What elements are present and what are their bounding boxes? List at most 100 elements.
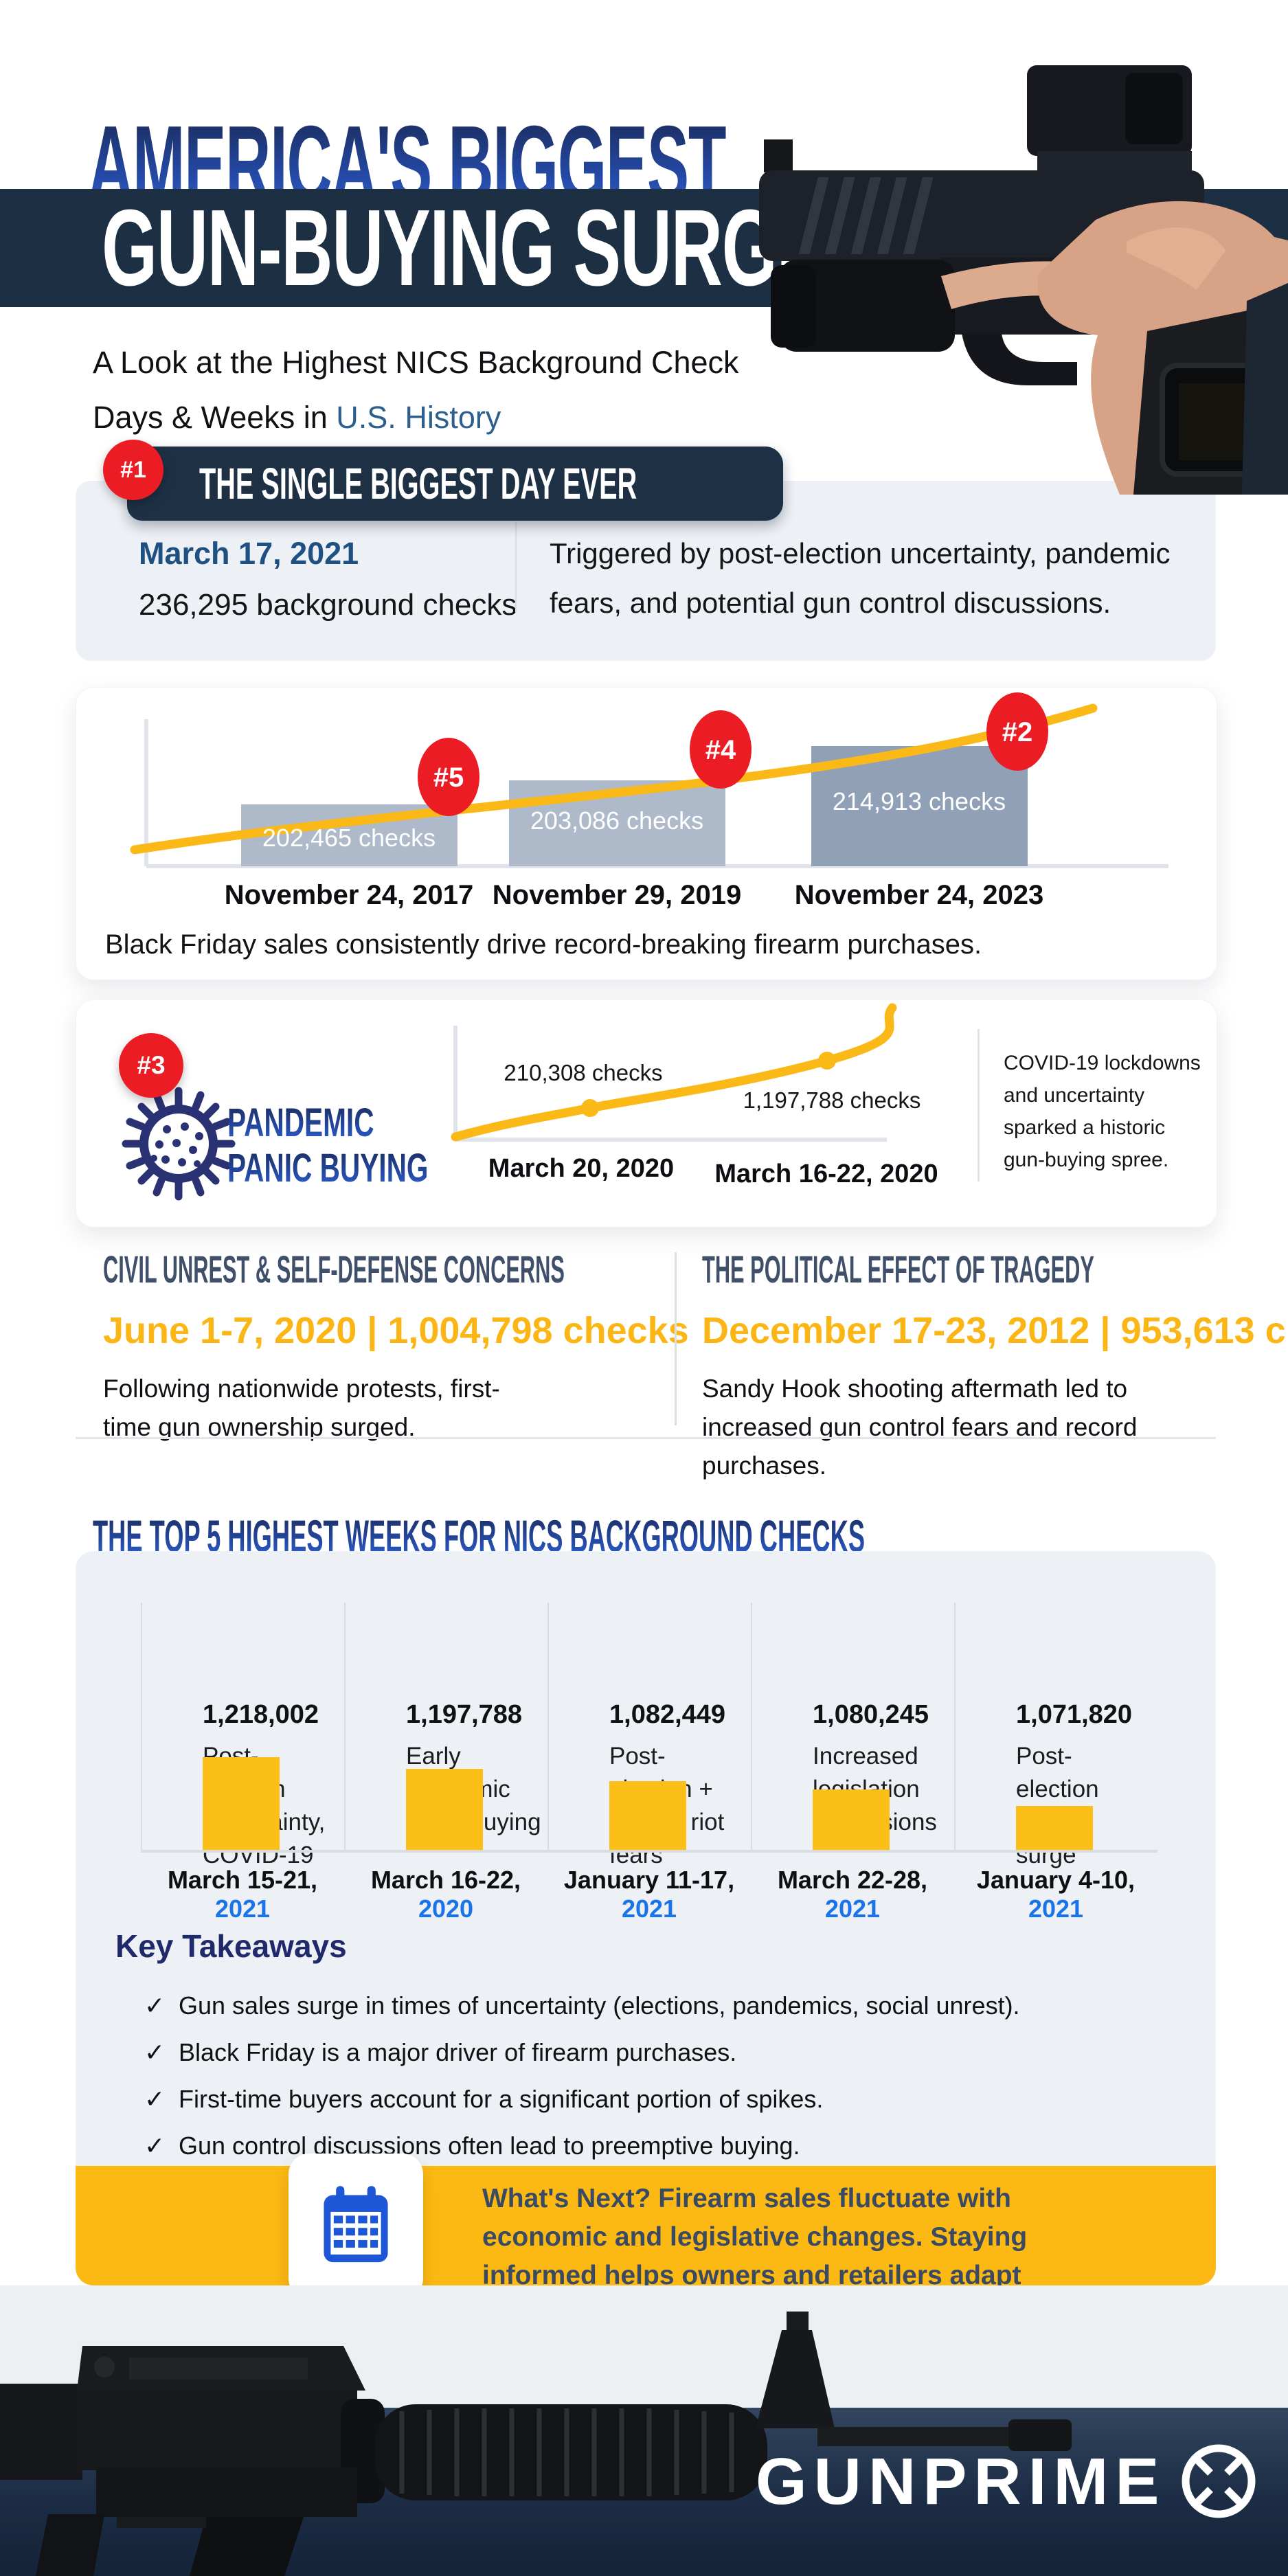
top5-bar-2 <box>406 1769 483 1850</box>
pandemic-point-2 <box>818 1052 836 1070</box>
takeaway-item: ✓ First-time buyers account for a signifi… <box>144 2084 1020 2114</box>
top5-bar-4 <box>813 1789 890 1850</box>
top5-column-3: 3 1,082,449 Post-election + Capitol riot… <box>547 1603 751 1868</box>
single-day-header-text: THE SINGLE BIGGEST DAY EVER <box>199 459 637 508</box>
top5-value-4: 1,080,245 <box>813 1700 929 1729</box>
rank-5-badge <box>418 738 479 816</box>
pandemic-title-line1: PANDEMIC <box>227 1100 374 1145</box>
key-takeaways-list: ✓ Gun sales surge in times of uncertainty… <box>144 1991 1020 2178</box>
bar-2023-date: November 24, 2023 <box>795 880 1043 910</box>
pandemic-curve <box>451 1003 897 1142</box>
check-icon: ✓ <box>144 2085 166 2113</box>
top5-baseline <box>141 1850 1157 1853</box>
black-friday-chart: 202,465 checks 203,086 checks 214,913 ch… <box>130 692 1168 910</box>
whats-next-text: What's Next? Firearm sales fluctuate wit… <box>482 2184 1028 2329</box>
top5-rank-1: 1 <box>142 1596 344 1685</box>
page-title-line2: GUN-BUYING SURGES <box>102 188 871 308</box>
rank-5-text: #5 <box>433 762 464 793</box>
single-day-checks: 236,295 background checks <box>139 588 517 622</box>
takeaway-item: ✓ Gun sales surge in times of uncertainty… <box>144 1991 1020 2021</box>
pandemic-point-2-label: 1,197,788 checks <box>743 1087 921 1113</box>
check-icon: ✓ <box>144 2038 166 2066</box>
top5-value-5: 1,071,820 <box>1016 1700 1133 1729</box>
top5-rank-4: 4 <box>752 1596 954 1685</box>
black-friday-caption: Black Friday sales consistently drive re… <box>105 929 982 960</box>
section-divider <box>76 1437 1216 1439</box>
divider <box>675 1252 677 1425</box>
top5-rank-2: 2 <box>346 1596 547 1685</box>
rank-1-badge: #1 <box>103 440 163 500</box>
rifle-photo <box>0 2312 1072 2576</box>
whats-next-banner: What's Next? Firearm sales fluctuate wit… <box>76 2166 1216 2329</box>
single-day-header: THE SINGLE BIGGEST DAY EVER <box>127 447 783 521</box>
pandemic-title: PANDEMIC PANIC BUYING <box>227 1100 515 1191</box>
civil-unrest-body: Following nationwide protests, first-tim… <box>103 1375 500 1441</box>
subtitle-highlight: U.S. History <box>336 400 501 435</box>
top5-date-4: March 22-28, 2021 <box>777 1866 928 1923</box>
top5-bar-1 <box>203 1757 280 1850</box>
tragedy-header: THE POLITICAL EFFECT OF TRAGEDY <box>702 1247 1094 1291</box>
takeaway-text-4: Gun control discussions often lead to pr… <box>179 2132 800 2160</box>
top5-value-2: 1,197,788 <box>406 1700 523 1729</box>
top5-bar-3 <box>609 1781 686 1850</box>
top5-card: 1 1,218,002 Post-election uncertainty, C… <box>76 1551 1216 2329</box>
takeaway-text-3: First-time buyers account for a signific… <box>179 2085 824 2113</box>
rank-4-badge <box>690 710 752 789</box>
unrest-tragedy-section: CIVIL UNREST & SELF-DEFENSE CONCERNS Jun… <box>76 1247 1288 1480</box>
pandemic-point-2-date: March 16-22, 2020 <box>714 1160 938 1188</box>
pandemic-card: #3 PANDEMIC PANIC BUYIN <box>76 999 1217 1228</box>
rank-2-badge <box>986 692 1048 771</box>
divider <box>978 1029 980 1182</box>
civil-unrest-stat: June 1-7, 2020 | 1,004,798 checks <box>103 1310 689 1351</box>
bar-2019-label: 203,086 checks <box>530 806 703 835</box>
top5-value-3: 1,082,449 <box>609 1700 726 1729</box>
civil-unrest-block: CIVIL UNREST & SELF-DEFENSE CONCERNS Jun… <box>103 1247 689 1447</box>
takeaway-item: ✓ Black Friday is a major driver of firea… <box>144 2037 1020 2068</box>
pandemic-description: COVID-19 lockdowns and uncertainty spark… <box>1004 1052 1201 1171</box>
single-day-description: Triggered by post-election uncertainty, … <box>550 537 1171 619</box>
top5-date-5: January 4-10, 2021 <box>976 1866 1136 1923</box>
top5-column-1: 1 1,218,002 Post-election uncertainty, C… <box>141 1603 344 1868</box>
top5-columns: 1 1,218,002 Post-election uncertainty, C… <box>141 1603 1157 1868</box>
takeaway-text-1: Gun sales surge in times of uncertainty … <box>179 1991 1020 2020</box>
top5-date-2: March 16-22, 2020 <box>370 1866 521 1923</box>
check-icon: ✓ <box>144 2132 166 2160</box>
divider <box>515 522 517 613</box>
takeaway-item: ✓ Gun control discussions often lead to p… <box>144 2131 1020 2161</box>
check-icon: ✓ <box>144 1991 166 2020</box>
pandemic-point-1-date: March 20, 2020 <box>488 1154 674 1183</box>
top5-date-1: March 15-21, 2021 <box>167 1866 318 1923</box>
subtitle: A Look at the Highest NICS Background Ch… <box>93 335 739 445</box>
bar-2017-label: 202,465 checks <box>262 824 436 852</box>
pandemic-point-1 <box>581 1099 599 1117</box>
pistol-photo <box>759 65 1288 495</box>
pandemic-title-line2: PANIC BUYING <box>227 1146 429 1190</box>
rank-4-text: #4 <box>705 735 736 765</box>
tragedy-block: THE POLITICAL EFFECT OF TRAGEDY December… <box>702 1247 1288 1485</box>
rank-2-text: #2 <box>1002 717 1033 747</box>
takeaway-text-2: Black Friday is a major driver of firear… <box>179 2038 737 2066</box>
top5-column-5: 5 1,071,820 Post-election buying surge <box>954 1603 1157 1868</box>
tragedy-body: Sandy Hook shooting aftermath led to inc… <box>702 1375 1138 1480</box>
single-day-header-text-wrap: THE SINGLE BIGGEST DAY EVER <box>199 447 905 521</box>
page-title-line2-wrap: GUN-BUYING SURGES <box>102 189 1266 307</box>
key-takeaways-title: Key Takeaways <box>115 1928 347 1964</box>
pandemic-point-1-label: 210,308 checks <box>504 1060 662 1085</box>
top5-date-3: January 11-17, 2021 <box>563 1866 735 1923</box>
top5-rank-5: 5 <box>956 1596 1157 1685</box>
footer-brand: GUNPRIME <box>756 2445 1166 2518</box>
bar-2017-date: November 24, 2017 <box>225 880 473 910</box>
pandemic-chart: 210,308 checks 1,197,788 checks March 20… <box>451 1003 938 1188</box>
top5-value-1: 1,218,002 <box>203 1700 319 1729</box>
top5-column-4: 4 1,080,245 Increased legislation discus… <box>751 1603 954 1850</box>
reticle-icon <box>1182 2444 1256 2518</box>
virus-icon <box>122 1087 236 1201</box>
calendar-card <box>289 2154 423 2299</box>
top5-rank-3: 3 <box>549 1596 751 1685</box>
subtitle-line2: Days & Weeks in <box>93 400 337 435</box>
bar-2023-label: 214,913 checks <box>833 787 1006 815</box>
subtitle-line1: A Look at the Highest NICS Background Ch… <box>93 345 739 380</box>
tragedy-stat: December 17-23, 2012 | 953,613 checks <box>702 1310 1288 1351</box>
top5-column-2: 2 1,197,788 Early pandemic panic buying <box>344 1603 547 1850</box>
